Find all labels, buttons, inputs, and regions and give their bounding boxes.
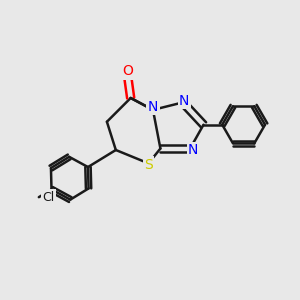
Text: Cl: Cl xyxy=(42,191,55,204)
Text: N: N xyxy=(188,143,198,157)
Text: N: N xyxy=(179,94,189,108)
Text: O: O xyxy=(122,64,133,78)
Text: S: S xyxy=(144,158,153,172)
Text: N: N xyxy=(148,100,158,114)
